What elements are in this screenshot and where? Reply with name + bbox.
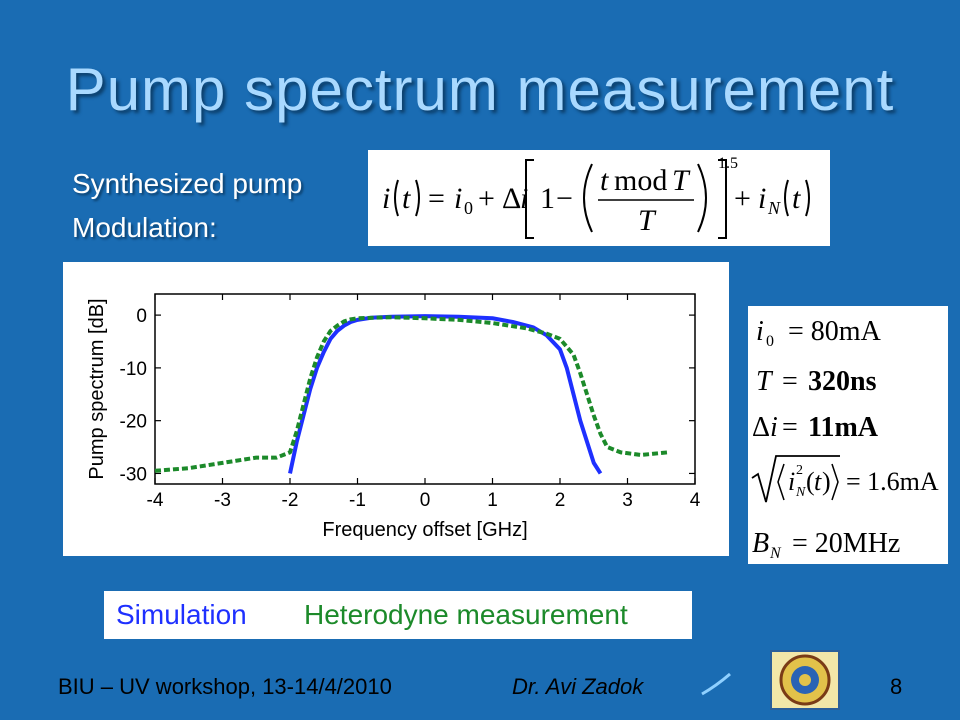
- svg-text:i: i: [520, 182, 528, 215]
- svg-text:= 1.6mA: = 1.6mA: [846, 467, 939, 496]
- x-tick-label: -4: [147, 490, 164, 511]
- svg-text:(: (: [806, 467, 815, 496]
- y-axis-label: Pump spectrum [dB]: [86, 298, 108, 479]
- x-tick-label: 2: [555, 490, 566, 511]
- slide-title: Pump spectrum measurement: [65, 56, 895, 123]
- svg-text:T: T: [638, 204, 657, 237]
- x-tick-label: 0: [420, 490, 431, 511]
- chart-legend: Simulation Heterodyne measurement: [104, 591, 692, 639]
- svg-text:11mA: 11mA: [808, 412, 879, 443]
- y-tick-label: 0: [136, 306, 147, 327]
- svg-text:t: t: [402, 182, 411, 215]
- svg-text:i: i: [788, 467, 795, 496]
- svg-text:T: T: [756, 366, 774, 397]
- subtitle-line-2: Modulation:: [72, 212, 217, 243]
- subtitle-line-1: Synthesized pump: [72, 168, 303, 199]
- svg-text:0: 0: [464, 198, 473, 218]
- svg-text:i: i: [454, 182, 462, 215]
- svg-text:t: t: [792, 182, 801, 215]
- footer-author: Dr. Avi Zadok: [512, 674, 644, 699]
- series-line-measurement: [154, 315, 669, 473]
- x-tick-label: 3: [622, 490, 633, 511]
- svg-text:B: B: [752, 528, 769, 559]
- y-tick-label: -10: [120, 359, 147, 380]
- spectrum-plot-panel: -4 -3 -2 -1 0 1 2 3 4 0 -10 -20 -30 Frequency offset …: [63, 262, 729, 556]
- svg-text:t: t: [814, 467, 822, 496]
- svg-text:=: =: [782, 412, 798, 443]
- svg-text:= 20MHz: = 20MHz: [792, 528, 900, 559]
- main-formula: i t = i 0 + Δ i 1 − t mod T T 1.5 + i N: [368, 150, 830, 246]
- svg-text:t: t: [600, 164, 609, 197]
- x-axis-label: Frequency offset [GHz]: [322, 519, 527, 541]
- svg-text:2: 2: [796, 463, 803, 478]
- svg-text:−: −: [556, 182, 573, 215]
- university-logo: [770, 650, 840, 710]
- svg-text:N: N: [767, 198, 781, 218]
- x-tick-label: 1: [487, 490, 498, 511]
- svg-text:+: +: [478, 182, 495, 215]
- x-tick-label: -3: [214, 490, 231, 511]
- footer-event: BIU – UV workshop, 13-14/4/2010: [58, 674, 392, 699]
- svg-text:Δ: Δ: [502, 182, 521, 215]
- params-panel: i 0 = 80mA T = 320ns Δ i = 11mA i 2 N ( …: [748, 306, 948, 564]
- svg-text:i: i: [756, 316, 764, 347]
- page-number: 8: [890, 674, 903, 699]
- x-tick-label: -1: [349, 490, 366, 511]
- svg-text:N: N: [795, 485, 806, 500]
- svg-text:= 80mA: = 80mA: [788, 316, 882, 347]
- svg-text:i: i: [770, 412, 778, 443]
- svg-text:320ns: 320ns: [808, 366, 877, 397]
- legend-simulation: Simulation: [116, 599, 247, 630]
- swoosh-icon: [701, 672, 731, 696]
- svg-text:N: N: [769, 545, 782, 562]
- svg-text:+: +: [734, 182, 751, 215]
- plot-frame: [154, 293, 696, 485]
- y-tick-label: -20: [120, 412, 147, 433]
- svg-text:mod: mod: [614, 164, 667, 197]
- svg-text:1.5: 1.5: [718, 155, 738, 172]
- svg-text:T: T: [672, 164, 691, 197]
- svg-text:0: 0: [766, 333, 774, 350]
- x-tick-label: -2: [282, 490, 299, 511]
- svg-text:1: 1: [540, 182, 555, 215]
- svg-text:i: i: [382, 182, 390, 215]
- legend-measurement: Heterodyne measurement: [304, 599, 628, 630]
- svg-text:): ): [822, 467, 831, 496]
- y-tick-label: -30: [120, 464, 147, 485]
- svg-text:=: =: [428, 182, 445, 215]
- svg-text:=: =: [782, 366, 798, 397]
- series-line-simulation: [288, 314, 603, 475]
- x-tick-label: 4: [690, 490, 701, 511]
- svg-text:Δ: Δ: [752, 412, 770, 443]
- svg-text:i: i: [758, 182, 766, 215]
